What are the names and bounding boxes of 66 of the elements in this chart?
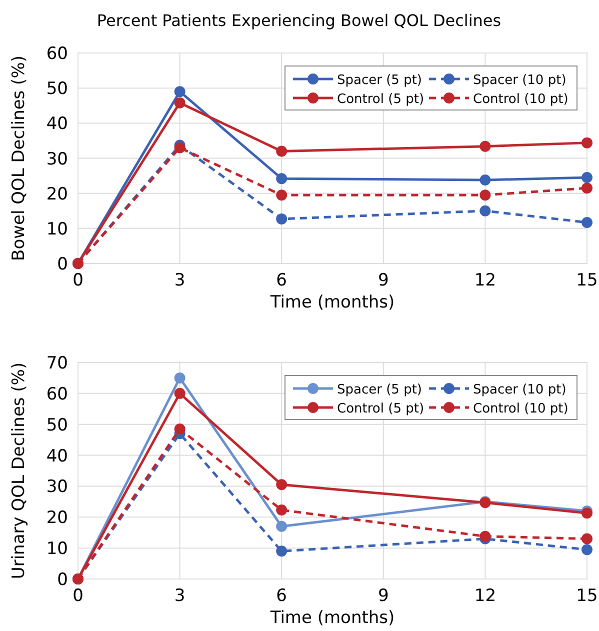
- point: [174, 86, 186, 98]
- x-tick-label: 6: [276, 270, 288, 290]
- point: [582, 182, 592, 194]
- point: [276, 213, 288, 224]
- point: [276, 479, 288, 490]
- x-tick-label: 6: [276, 586, 288, 606]
- y-tick-label: 40: [46, 446, 68, 466]
- point: [174, 388, 186, 399]
- point: [582, 137, 592, 148]
- x-tick-label: 0: [72, 270, 84, 290]
- y-tick-label: 30: [46, 477, 68, 498]
- y-tick-label: 60: [46, 44, 68, 64]
- point: [582, 544, 592, 556]
- x-tick-label: 3: [174, 586, 186, 606]
- x-tick-label: 3: [174, 270, 186, 290]
- y-tick-label: 10: [46, 219, 68, 240]
- point: [174, 423, 186, 434]
- legend-label: Spacer (10 pt): [473, 73, 566, 88]
- y-tick-label: 20: [46, 184, 68, 204]
- point: [480, 140, 491, 152]
- legend-label: Spacer (5 pt): [337, 382, 422, 398]
- x-tick-label: 12: [474, 270, 496, 290]
- y-tick-label: 40: [46, 114, 68, 134]
- x-tick-label: 15: [576, 586, 598, 606]
- y-axis-title: Urinary QOL Declines (%): [9, 362, 29, 580]
- point: [582, 533, 592, 544]
- point: [174, 372, 186, 384]
- x-tick-label: 9: [378, 270, 389, 290]
- point: [276, 546, 288, 557]
- legend-label: Control (10 pt): [473, 402, 568, 416]
- legend-label: Control (5 pt): [337, 402, 424, 416]
- y-tick-label: 50: [46, 79, 68, 100]
- point: [276, 520, 288, 532]
- y-tick-label: 10: [46, 539, 68, 560]
- y-tick-label: 30: [46, 149, 68, 170]
- chart-title: Percent Patients Experiencing Bowel QOL Declines: [96, 11, 502, 30]
- x-tick-label: 15: [576, 270, 598, 290]
- point: [276, 504, 288, 516]
- point: [480, 530, 491, 542]
- point: [480, 205, 491, 216]
- y-tick-label: 20: [46, 508, 68, 528]
- point: [582, 172, 592, 184]
- y-axis-title: Bowel QOL Declines (%): [9, 56, 29, 261]
- legend-label: Control (10 pt): [473, 92, 568, 107]
- point: [276, 146, 288, 157]
- y-tick-label: 0: [57, 254, 68, 274]
- y-tick-label: 60: [46, 384, 68, 404]
- y-tick-label: 0: [57, 570, 68, 590]
- point: [276, 190, 288, 201]
- point: [174, 142, 186, 154]
- point: [582, 508, 592, 519]
- x-axis-title: Time (months): [269, 608, 395, 628]
- x-axis-title: Time (months): [269, 292, 395, 312]
- y-tick-label: 70: [46, 354, 68, 374]
- point: [582, 216, 592, 228]
- x-tick-label: 0: [72, 586, 84, 606]
- point: [480, 190, 491, 201]
- point: [480, 174, 491, 186]
- legend-label: Control (5 pt): [337, 92, 424, 107]
- x-tick-label: 12: [474, 586, 496, 606]
- y-tick-label: 50: [46, 415, 68, 436]
- x-tick-label: 9: [378, 586, 389, 606]
- point: [276, 173, 288, 184]
- legend-label: Spacer (5 pt): [337, 73, 422, 88]
- legend-label: Spacer (10 pt): [473, 382, 566, 398]
- point: [174, 97, 186, 108]
